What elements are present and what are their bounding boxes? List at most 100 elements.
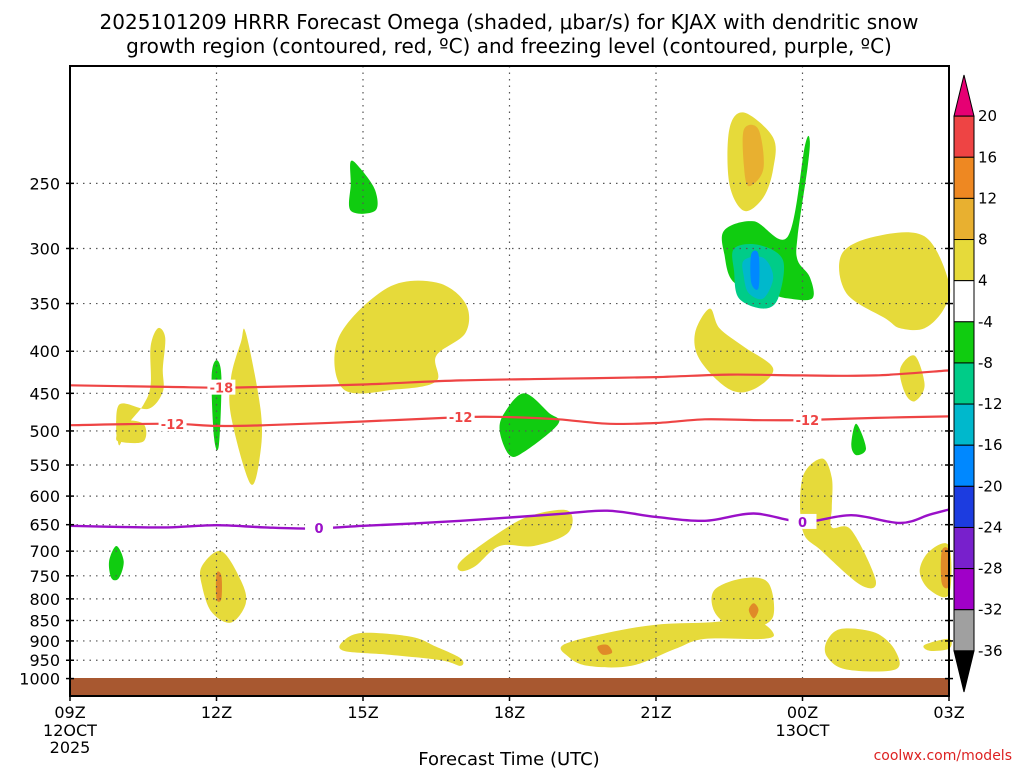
colorbar-label: 12 — [978, 189, 997, 207]
omega-region-rising-4 — [899, 355, 925, 402]
x-axis-label: Forecast Time (UTC) — [418, 749, 599, 768]
contour-label: -12 — [449, 411, 473, 426]
y-tick-label: 250 — [29, 174, 60, 193]
colorbar-label: 8 — [978, 231, 988, 249]
omega-region-rising-12 — [597, 644, 613, 655]
colorbar-bin — [953, 74, 975, 117]
colorbar-label: -4 — [978, 313, 993, 331]
colorbar-label: -8 — [978, 354, 993, 372]
omega-region-rising-4 — [229, 328, 263, 485]
y-tick-label: 750 — [29, 567, 60, 586]
omega-shaded-regions — [108, 112, 952, 672]
omega-region-rising-4 — [116, 327, 166, 446]
colorbar-bin — [953, 444, 975, 487]
colorbar-label: -16 — [978, 436, 1003, 454]
y-tick-label: 850 — [29, 612, 60, 631]
chart-title-line1: 2025101209 HRRR Forecast Omega (shaded, … — [100, 10, 919, 34]
y-tick-label: 950 — [29, 651, 60, 670]
x-tick-sublabel: 12OCT — [43, 721, 97, 740]
colorbar-label: -32 — [978, 601, 1003, 619]
colorbar-bin — [953, 239, 975, 282]
contour-label-bg — [788, 513, 817, 529]
y-tick-label: 300 — [29, 239, 60, 258]
colorbar-label: -20 — [978, 477, 1003, 495]
y-tick-label: 600 — [29, 487, 60, 506]
omega-region-rising-4 — [339, 632, 464, 666]
y-tick-label: 400 — [29, 342, 60, 361]
colorbar-label: -12 — [978, 395, 1003, 413]
colorbar-bin — [953, 526, 975, 570]
omega-region-rising-4 — [711, 577, 775, 631]
x-tick-label: 18Z — [494, 703, 525, 722]
x-tick-label: 12Z — [201, 703, 232, 722]
x-tick-sublabel: 2025 — [50, 738, 91, 757]
y-tick-label: 650 — [29, 516, 60, 535]
x-tick-label: 03Z — [933, 703, 964, 722]
omega-region-rising-8 — [742, 124, 764, 187]
omega-region-rising-4 — [560, 619, 774, 668]
colorbar-bin — [953, 403, 975, 446]
omega-region-rising-4 — [800, 458, 877, 589]
colorbar: 20 16 12 8 4 -4 -8 -12 -16 -20 -24 -28 -32 -36 — [953, 74, 1003, 693]
omega-region-rising-4 — [116, 420, 147, 444]
y-tick-label: 1000 — [19, 670, 60, 689]
x-tick-label: 15Z — [347, 703, 378, 722]
y-axis-ticks: 2503003504004505005506006507007508008509… — [19, 174, 953, 689]
credit-text: coolwx.com/models — [874, 748, 1012, 764]
x-tick-label: 21Z — [640, 703, 671, 722]
y-tick-label: 700 — [29, 542, 60, 561]
contour-label: 0 — [798, 516, 807, 531]
colorbar-bin — [953, 115, 975, 158]
colorbar-bin — [953, 197, 975, 241]
omega-region-rising-4 — [923, 638, 952, 651]
colorbar-bin — [953, 609, 975, 652]
plot-frame — [69, 65, 950, 697]
chart-title-line2: growth region (contoured, red, ºC) and f… — [126, 34, 892, 58]
y-tick-label: 350 — [29, 295, 60, 314]
omega-region-sinking-4 — [108, 546, 124, 581]
omega-region-rising-4 — [457, 509, 573, 572]
y-tick-label: 450 — [29, 384, 60, 403]
omega-region-rising-12 — [940, 547, 950, 589]
omega-region-rising-4 — [839, 232, 951, 331]
y-tick-label: 800 — [29, 590, 60, 609]
omega-region-sinking-4 — [499, 393, 560, 457]
dgz-contour-line — [69, 415, 950, 428]
omega-region-rising-4 — [824, 628, 900, 672]
contour-label-bg — [158, 415, 187, 431]
omega-region-rising-4 — [694, 308, 774, 393]
y-tick-label: 900 — [29, 632, 60, 651]
omega-region-sinking-4 — [851, 423, 866, 456]
colorbar-bin — [953, 362, 975, 405]
y-tick-label: 500 — [29, 422, 60, 441]
omega-region-rising-12 — [748, 603, 759, 619]
freezing-level-line — [69, 508, 950, 530]
omega-region-sinking-16 — [750, 250, 760, 290]
contour-label: -12 — [161, 418, 185, 433]
colorbar-label: 20 — [978, 107, 997, 125]
colorbar-label: 4 — [978, 272, 988, 290]
colorbar-label: -24 — [978, 518, 1003, 536]
x-tick-sublabel: 13OCT — [776, 721, 830, 740]
y-tick-label: 550 — [29, 456, 60, 475]
omega-region-rising-4 — [199, 550, 247, 623]
omega-region-rising-12 — [215, 571, 222, 602]
x-tick-label: 09Z — [54, 703, 85, 722]
colorbar-label: 16 — [978, 148, 997, 166]
colorbar-label: -36 — [978, 642, 1003, 660]
omega-region-sinking-4 — [348, 160, 378, 214]
x-tick-label: 00Z — [787, 703, 818, 722]
contour-label: -18 — [210, 382, 234, 397]
contour-label-bg — [446, 409, 475, 425]
colorbar-bin — [953, 321, 975, 364]
colorbar-bin — [953, 485, 975, 528]
colorbar-label: -28 — [978, 560, 1003, 578]
omega-region-rising-4 — [334, 280, 470, 394]
contour-label: -12 — [796, 414, 820, 429]
contour-label-bg — [793, 411, 822, 427]
plot-gridlines — [70, 66, 949, 696]
contour-label: 0 — [315, 522, 324, 537]
colorbar-bin — [953, 650, 975, 693]
